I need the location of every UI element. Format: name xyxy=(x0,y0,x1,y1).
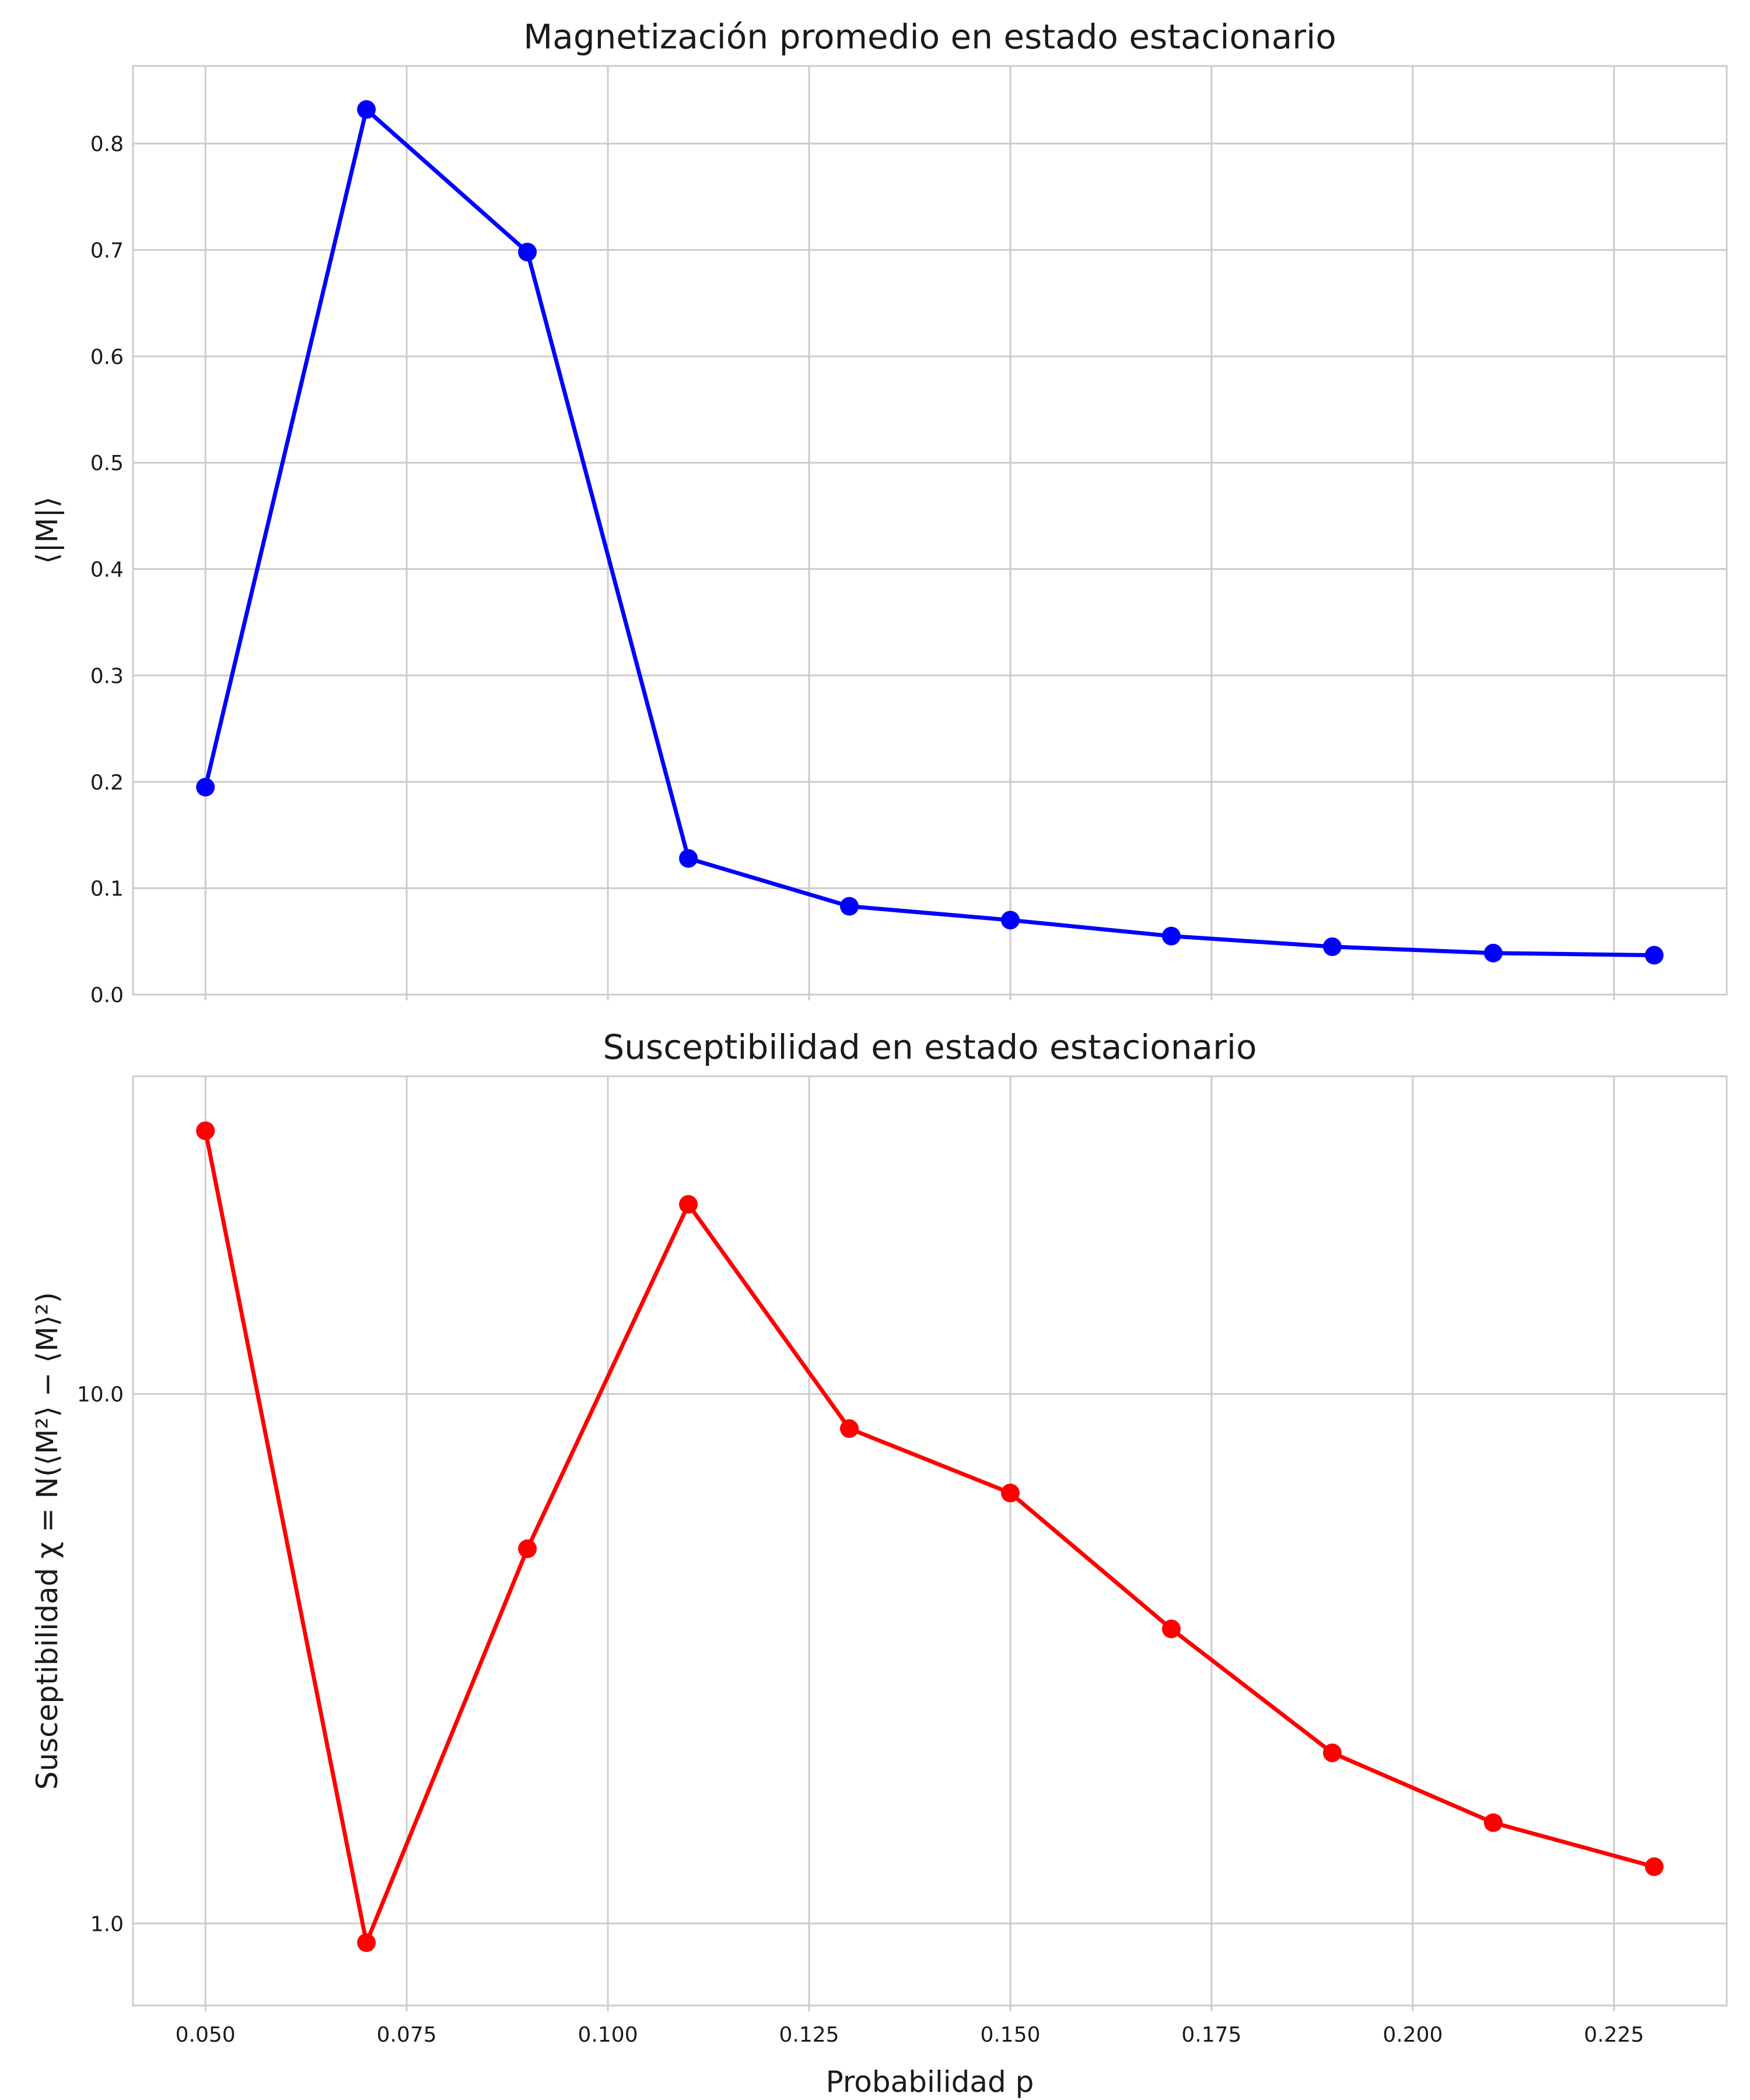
data-point xyxy=(1644,946,1664,965)
series-line xyxy=(203,107,1654,957)
susceptibility-panel: 1.0 10.0 0.050 0.075 0.100 0.125 0.150 0.175 0.2… xyxy=(30,1027,1728,2099)
data-point xyxy=(679,849,698,868)
data-point xyxy=(196,778,215,797)
y-tick-label: 10.0 xyxy=(77,1383,124,1407)
x-tick-label: 0.125 xyxy=(779,2023,839,2047)
x-tick-label: 0.050 xyxy=(176,2023,236,2047)
x-axis-label: Probabilidad p xyxy=(826,2065,1034,2099)
data-point xyxy=(357,100,376,119)
y-tick-label: 0.6 xyxy=(90,345,124,369)
x-tick-label: 0.150 xyxy=(980,2023,1040,2047)
y-tick-label: 0.8 xyxy=(90,132,124,156)
x-tick-label: 0.225 xyxy=(1584,2023,1644,2047)
x-tick-label: 0.100 xyxy=(578,2023,638,2047)
data-point xyxy=(1483,943,1503,963)
y-axis-label: ⟨|M|⟩ xyxy=(30,496,64,564)
x-tick-label: 0.075 xyxy=(377,2023,437,2047)
data-point xyxy=(840,1419,859,1438)
y-axis-label: Susceptibilidad χ = N(⟨M²⟩ − ⟨M⟩²) xyxy=(30,1292,64,1790)
data-point xyxy=(518,1539,537,1559)
magnetization-panel: 0.0 0.1 0.2 0.3 0.4 0.5 0.6 0.7 0.8 Magnetización… xyxy=(30,17,1728,1007)
y-tick-label: 0.3 xyxy=(90,664,124,688)
y-tick-label: 1.0 xyxy=(90,1912,124,1936)
chart-title: Magnetización promedio en estado estacio… xyxy=(523,17,1336,57)
plot-frame xyxy=(132,1075,1728,2007)
y-tick-label: 0.4 xyxy=(90,558,124,582)
x-tick-label: 0.200 xyxy=(1382,2023,1443,2047)
data-point xyxy=(518,243,537,262)
y-tick-label: 0.1 xyxy=(90,877,124,901)
data-point xyxy=(196,1121,215,1140)
data-point xyxy=(1000,911,1020,930)
data-point xyxy=(1161,1619,1181,1639)
data-point xyxy=(840,897,859,916)
data-point xyxy=(1322,937,1342,956)
plot-frame xyxy=(132,65,1728,996)
data-point xyxy=(1000,1483,1020,1503)
data-point xyxy=(1161,926,1181,946)
chart-title: Susceptibilidad en estado estacionario xyxy=(603,1027,1256,1067)
data-point xyxy=(357,1933,376,1952)
data-point xyxy=(1644,1857,1664,1877)
y-tick-label: 0.7 xyxy=(90,239,124,262)
y-tick-label: 0.5 xyxy=(90,452,124,475)
data-point xyxy=(1483,1813,1503,1832)
series-line xyxy=(203,1130,1655,1945)
x-tick-label: 0.175 xyxy=(1181,2023,1241,2047)
y-tick-label: 0.2 xyxy=(90,771,124,794)
y-tick-label: 0.0 xyxy=(90,984,124,1007)
data-point xyxy=(1322,1743,1342,1762)
data-point xyxy=(679,1195,698,1214)
